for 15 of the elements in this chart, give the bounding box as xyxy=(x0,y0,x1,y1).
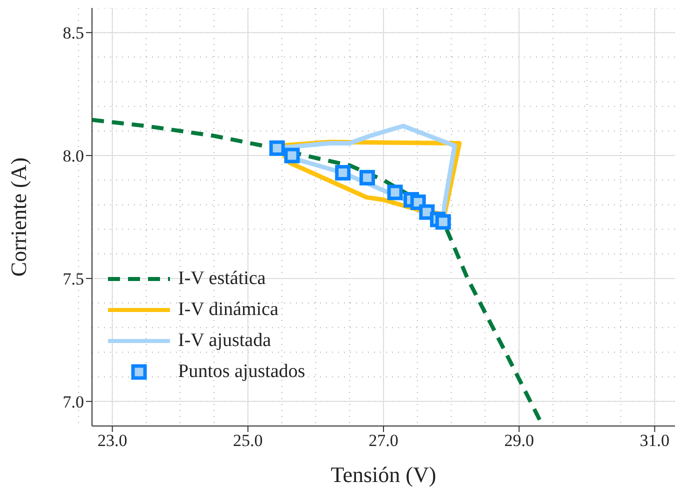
y-tick-label: 7.0 xyxy=(62,392,84,412)
x-tick-label: 25.0 xyxy=(233,431,263,450)
x-tick-label: 27.0 xyxy=(368,431,398,450)
legend-label: I-V dinámica xyxy=(178,298,278,322)
x-axis-title: Tensión (V) xyxy=(330,462,436,487)
y-axis-title: Corriente (A) xyxy=(6,157,31,277)
x-tick-label: 31.0 xyxy=(640,431,670,450)
legend-label: I-V estática xyxy=(178,267,266,291)
x-tick-label: 29.0 xyxy=(504,431,534,450)
y-tick-label: 8.0 xyxy=(62,146,84,166)
legend-label: Puntos ajustados xyxy=(178,360,306,384)
y-tick-label: 8.5 xyxy=(62,24,84,43)
y-tick-label: 7.5 xyxy=(62,270,84,289)
legend-label: I-V ajustada xyxy=(178,329,272,353)
x-tick-label: 23.0 xyxy=(97,431,128,450)
